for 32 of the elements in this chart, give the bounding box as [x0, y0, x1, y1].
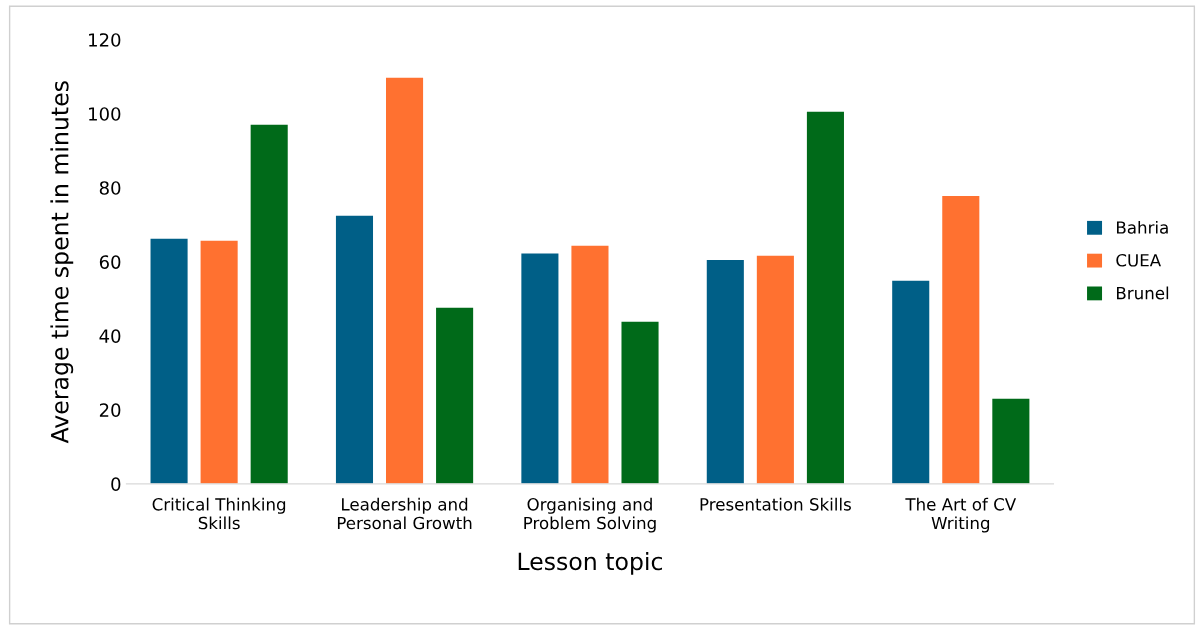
bar	[756, 255, 794, 484]
x-tick-label: Critical Thinking Skills	[152, 497, 286, 530]
x-axis-title: Lesson topic	[518, 551, 662, 575]
y-axis-title: Average time spent in minutes	[50, 81, 74, 444]
bar	[806, 111, 844, 484]
legend-label: Brunel	[1117, 286, 1169, 300]
legend-label: Bahria	[1117, 220, 1168, 234]
y-tick-label: 40	[99, 329, 121, 343]
x-tick-label: Leadership and Personal Growth	[337, 497, 472, 530]
y-tick-label: 80	[99, 181, 121, 195]
bar	[992, 398, 1030, 484]
bar	[386, 77, 424, 484]
bar	[335, 215, 374, 484]
y-tick-label: 20	[99, 403, 121, 417]
y-tick-label: 60	[99, 255, 121, 269]
bar	[621, 321, 659, 484]
bar	[436, 307, 474, 484]
y-tick-label: 120	[89, 33, 121, 47]
x-tick-label: Organising and Problem Solving	[524, 497, 656, 533]
bar	[521, 253, 559, 484]
y-tick-label: 0	[111, 477, 121, 491]
bar	[892, 280, 930, 484]
x-tick-label: Presentation Skills	[700, 497, 851, 511]
legend-label: CUEA	[1116, 254, 1161, 267]
bar	[200, 240, 238, 484]
bar	[571, 245, 609, 484]
bar	[706, 259, 744, 484]
bar	[150, 238, 188, 484]
bar	[250, 124, 288, 484]
bar	[942, 195, 980, 484]
y-tick-label: 100	[89, 107, 121, 121]
x-tick-label: The Art of CV Writing	[905, 497, 1017, 533]
